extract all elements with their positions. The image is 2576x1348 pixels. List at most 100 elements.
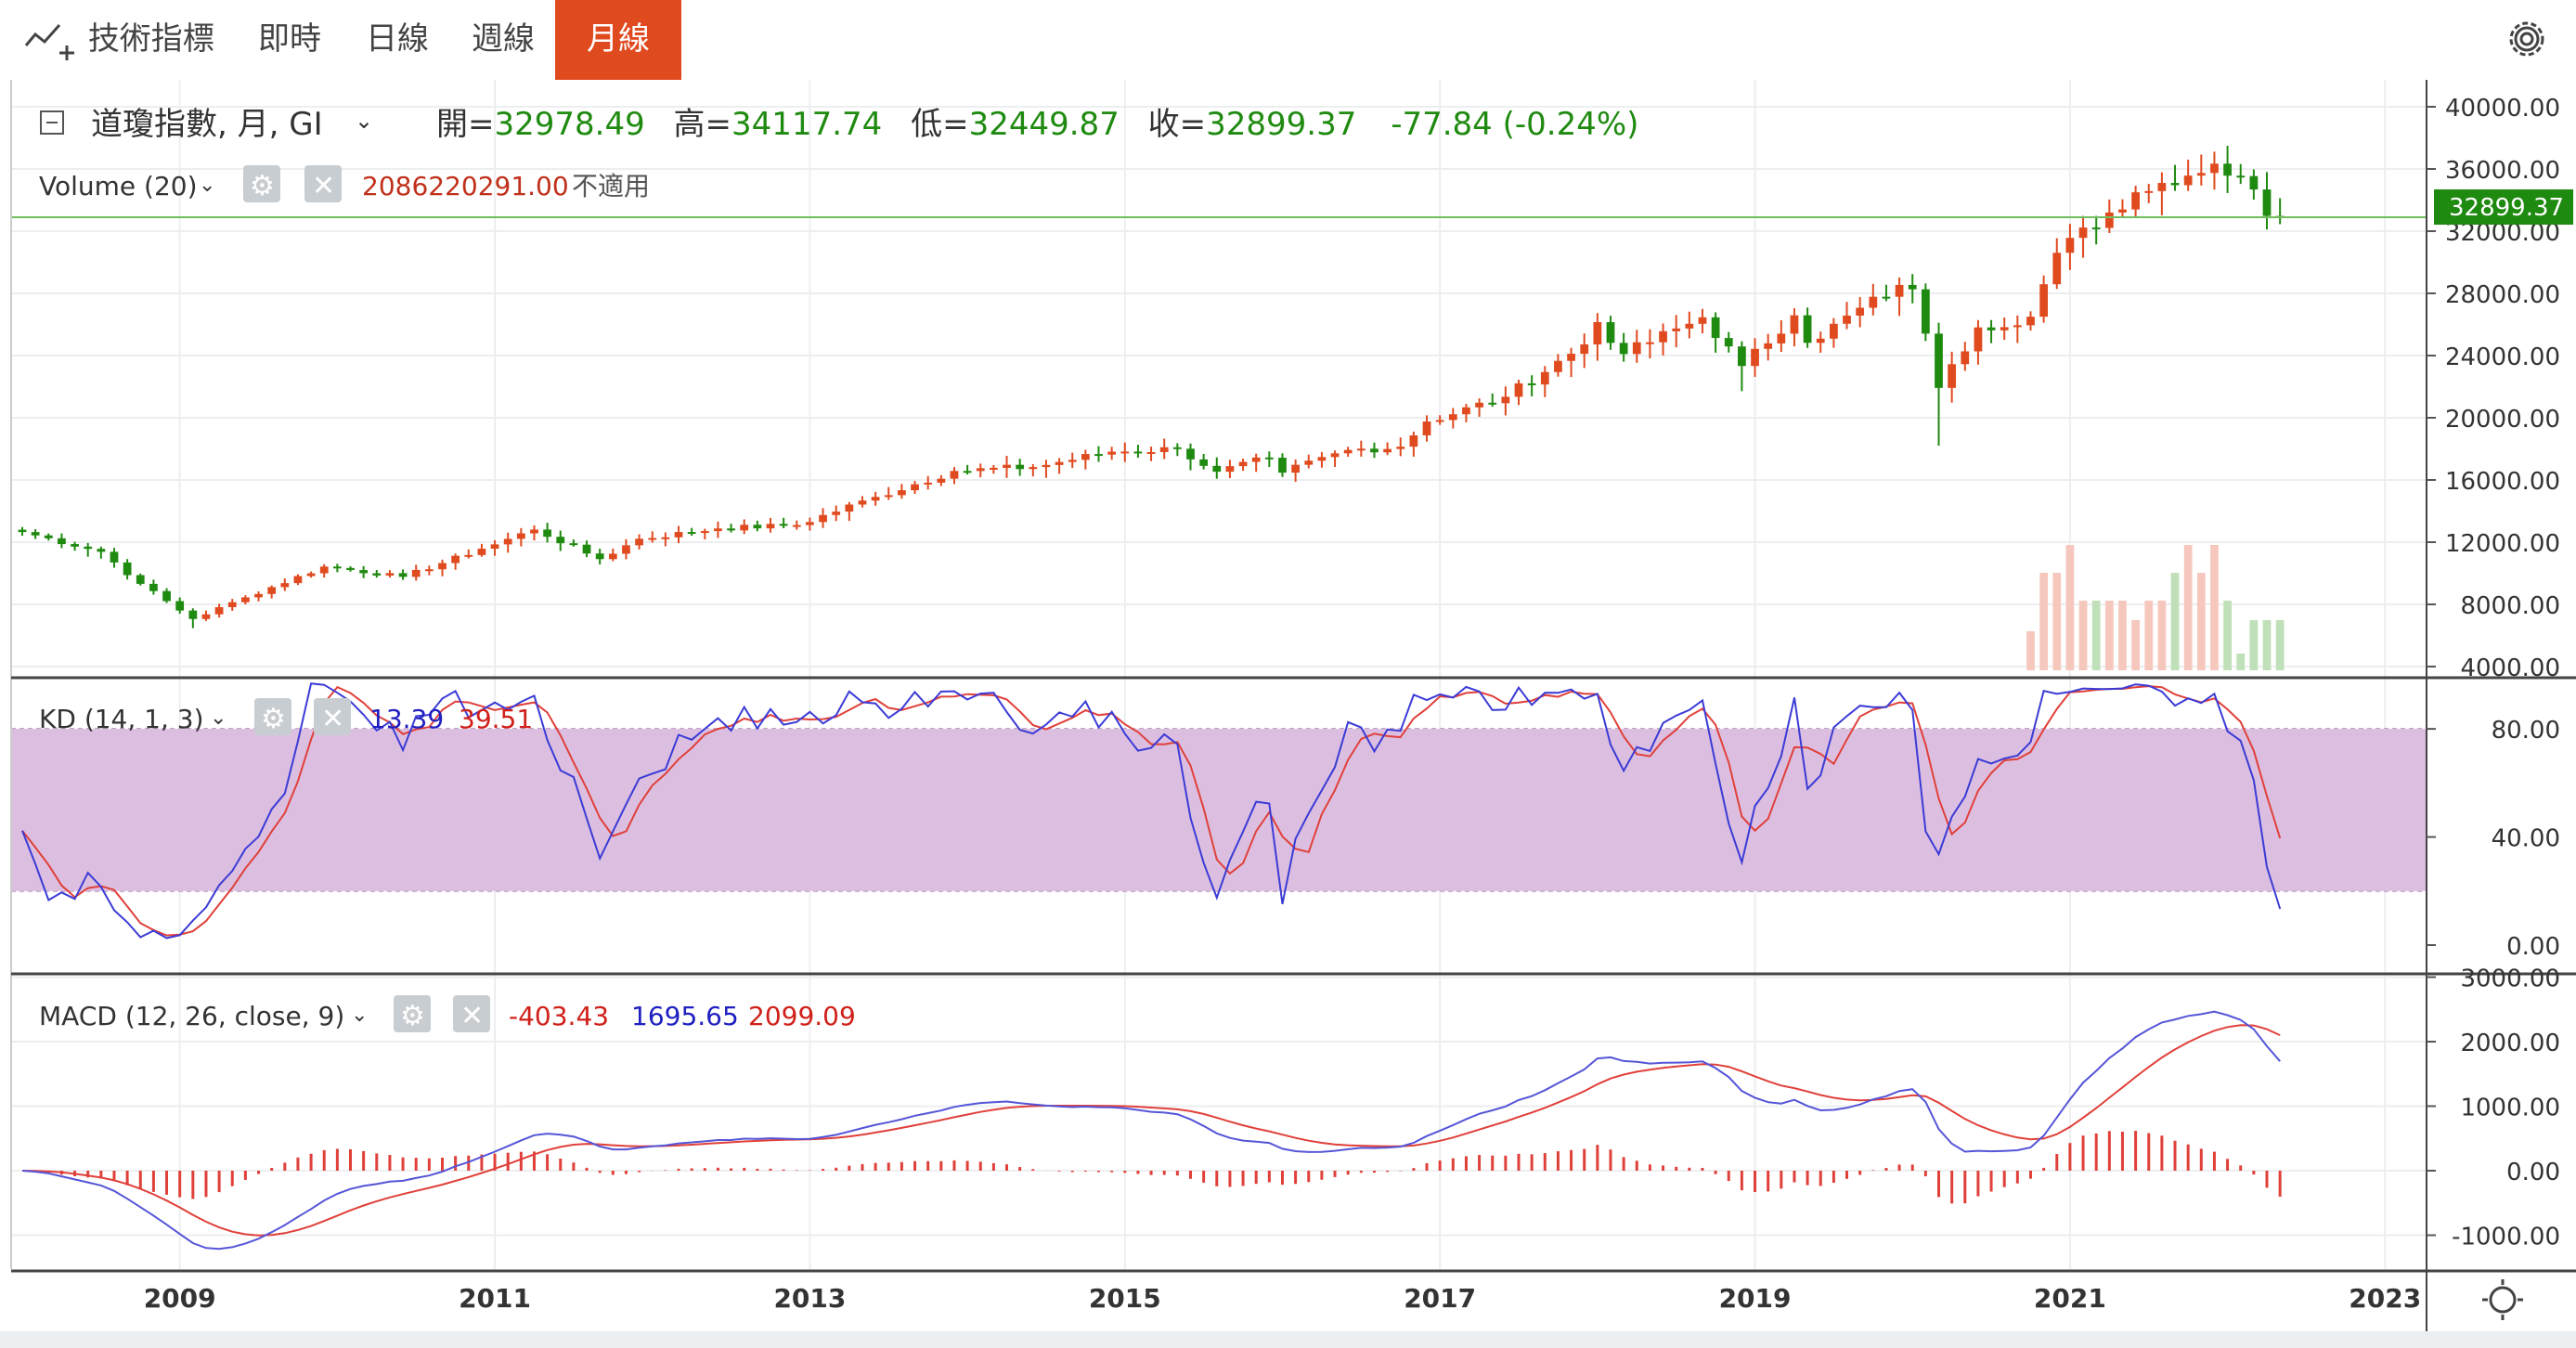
candle-body [2013,325,2022,328]
candle-body [1777,333,1786,343]
candle-body [740,525,749,531]
candle-body [714,528,722,532]
candle-body [1764,343,1773,349]
volume-close-button[interactable] [304,165,342,202]
candle-body [1186,448,1195,460]
candle-body [385,573,395,576]
tab-realtime[interactable]: 即時 [258,20,321,58]
candle-body [884,495,893,498]
candle-body [2210,163,2219,174]
tab-daily[interactable]: 日線 [366,20,429,58]
candle-body [424,569,434,572]
volume-settings-button[interactable] [243,165,280,202]
candle-body [411,569,421,577]
symbol-dropdown-icon[interactable]: ⌄ [355,108,373,134]
volume-value: 2086220291.00 [362,171,569,201]
candle-body [2236,175,2246,178]
candle-body [1580,343,1589,355]
gear-icon: ⚙ [400,1000,425,1032]
indicators-button[interactable]: 技術指標 [22,0,214,80]
time-axis-settings-button[interactable] [2482,1279,2523,1320]
candle-body [1698,317,1707,324]
volume-legend: Volume (20) ⌄ ⚙ ✕ 2086220291.00 不適用 [39,165,650,202]
candle-body [1540,371,1549,385]
candle-body [1370,448,1379,453]
macd-signal-value: 2099.09 [748,1001,856,1031]
candle-body [1343,449,1353,454]
kd-close-button[interactable] [314,698,351,735]
macd-tick-label: 2000.00 [2460,1030,2560,1057]
candle-body [84,546,93,550]
candle-body [779,524,788,526]
volume-dropdown-icon[interactable]: ⌄ [199,174,215,197]
candle-body [359,570,369,574]
candle-body [1974,327,1983,352]
candle-body [1554,360,1562,372]
candle-body [766,524,775,529]
scrollbar-track[interactable] [0,1331,2576,1348]
candle-body [2104,212,2114,228]
candle-body [188,610,198,619]
candle-body [792,525,801,527]
candle-body [1225,466,1235,473]
macd-settings-button[interactable] [394,995,431,1032]
tab-monthly[interactable]: 月線 [555,0,681,80]
kd-settings-button[interactable] [254,698,291,735]
x-tick-label: 2011 [459,1283,531,1314]
settings-button[interactable] [2501,13,2553,65]
tab-weekly[interactable]: 週線 [472,20,535,58]
candle-body [1238,461,1248,467]
candle-body [1895,284,1904,297]
macd-hist-value: -403.43 [509,1001,609,1031]
candle-body [911,484,919,491]
candle-body [1422,421,1431,435]
candle-body [346,567,355,571]
candle-body [1593,321,1602,344]
candle-body [1606,321,1615,343]
candle-body [2000,327,2009,331]
candle-body [2078,227,2088,239]
candle-body [1632,342,1641,355]
volume-bar [2236,654,2246,670]
gear-icon: ⚙ [261,703,286,735]
volume-label: Volume (20) [39,171,198,201]
candle-body [1003,464,1011,468]
candle-body [1042,464,1051,468]
candle-body [1685,323,1694,329]
candle-body [1659,331,1667,343]
candle-body [2144,190,2154,193]
y-tick-label: 40000.00 [2445,95,2560,123]
candle-body [635,538,643,546]
candle-body [871,497,880,501]
svg-text:32899.37: 32899.37 [2449,194,2564,222]
candle-body [1356,448,1366,451]
candle-body [280,583,290,588]
candle-body [438,563,447,570]
close-icon: ✕ [312,170,335,202]
candle-body [227,602,237,608]
kd-tick-label: 40.00 [2492,825,2560,853]
candle-body [162,590,171,602]
volume-bar [2157,601,2167,670]
collapse-icon[interactable] [40,110,64,135]
macd-close-button[interactable] [453,995,490,1032]
volume-extra: 不適用 [572,171,650,201]
candle-body [372,573,382,576]
candle-body [2223,163,2232,176]
candle-body [1882,296,1891,299]
candle-body [1199,459,1209,466]
candle-body [149,583,158,591]
candle-body [950,471,959,479]
candle-body [71,544,79,547]
candle-body [2157,183,2167,191]
kd-dropdown-icon[interactable]: ⌄ [210,706,227,730]
chart-area[interactable]: 2009 2011 2013 2015 2017 2019 2021 2023 40000.00… [0,80,2576,1331]
macd-legend: MACD (12, 26, close, 9) ⌄ ⚙ ✕ -403.43 16… [39,995,856,1032]
kd-label: KD (14, 1, 3) [39,704,204,734]
volume-bar [2039,573,2049,670]
kd-tick-label: 0.00 [2506,933,2560,961]
candle-body [622,545,630,554]
candle-body [832,512,841,515]
macd-dropdown-icon[interactable]: ⌄ [351,1004,368,1027]
candle-body [1172,447,1182,449]
